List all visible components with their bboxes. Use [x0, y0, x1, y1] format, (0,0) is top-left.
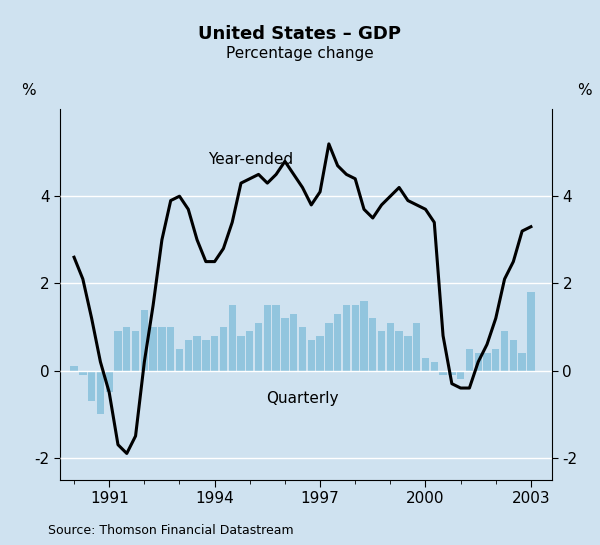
- Bar: [299, 327, 306, 371]
- Bar: [79, 371, 86, 375]
- Bar: [106, 371, 113, 392]
- Bar: [509, 340, 517, 371]
- Bar: [211, 336, 218, 371]
- Bar: [378, 331, 385, 371]
- Bar: [439, 371, 447, 375]
- Text: %: %: [577, 83, 591, 98]
- Bar: [263, 305, 271, 371]
- Bar: [237, 336, 245, 371]
- Bar: [325, 323, 332, 371]
- Text: Quarterly: Quarterly: [266, 391, 339, 407]
- Bar: [395, 331, 403, 371]
- Bar: [140, 310, 148, 371]
- Bar: [70, 366, 78, 371]
- Bar: [132, 331, 139, 371]
- Bar: [475, 353, 482, 371]
- Bar: [255, 323, 262, 371]
- Bar: [360, 301, 368, 371]
- Bar: [114, 331, 122, 371]
- Text: Source: Thomson Financial Datastream: Source: Thomson Financial Datastream: [48, 524, 293, 537]
- Text: %: %: [21, 83, 35, 98]
- Bar: [220, 327, 227, 371]
- Text: Percentage change: Percentage change: [226, 46, 374, 62]
- Bar: [149, 327, 157, 371]
- Bar: [246, 331, 253, 371]
- Bar: [431, 362, 438, 371]
- Bar: [97, 371, 104, 414]
- Bar: [527, 292, 535, 371]
- Bar: [308, 340, 315, 371]
- Bar: [158, 327, 166, 371]
- Bar: [123, 327, 130, 371]
- Bar: [343, 305, 350, 371]
- Bar: [466, 349, 473, 371]
- Bar: [492, 349, 499, 371]
- Bar: [369, 318, 376, 371]
- Bar: [202, 340, 209, 371]
- Bar: [229, 305, 236, 371]
- Bar: [176, 349, 183, 371]
- Bar: [448, 371, 455, 375]
- Bar: [386, 323, 394, 371]
- Bar: [501, 331, 508, 371]
- Bar: [457, 371, 464, 379]
- Bar: [422, 358, 429, 371]
- Bar: [88, 371, 95, 401]
- Bar: [518, 353, 526, 371]
- Bar: [272, 305, 280, 371]
- Bar: [290, 314, 298, 371]
- Bar: [167, 327, 175, 371]
- Bar: [404, 336, 412, 371]
- Bar: [483, 353, 491, 371]
- Bar: [281, 318, 289, 371]
- Bar: [413, 323, 421, 371]
- Bar: [334, 314, 341, 371]
- Bar: [193, 336, 201, 371]
- Text: Year-ended: Year-ended: [208, 152, 293, 167]
- Text: United States – GDP: United States – GDP: [199, 25, 401, 43]
- Bar: [352, 305, 359, 371]
- Bar: [316, 336, 324, 371]
- Bar: [185, 340, 192, 371]
